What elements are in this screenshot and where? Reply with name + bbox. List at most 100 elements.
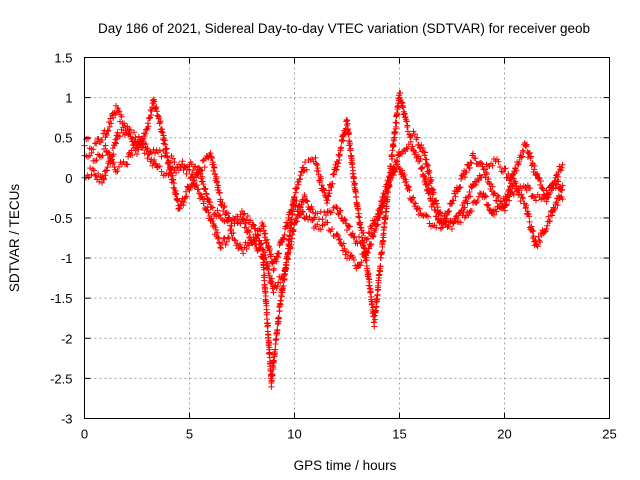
data-point <box>110 114 117 121</box>
data-point <box>88 171 95 178</box>
data-point <box>534 243 541 250</box>
data-point <box>214 229 221 236</box>
data-point <box>269 279 276 286</box>
data-point <box>209 204 216 211</box>
data-point <box>262 230 269 237</box>
data-point <box>168 152 175 159</box>
data-point <box>160 148 167 155</box>
data-point <box>270 366 277 373</box>
data-point <box>257 228 264 235</box>
data-point <box>213 173 220 180</box>
data-point <box>378 249 385 256</box>
data-point <box>230 230 237 237</box>
data-point <box>523 141 530 148</box>
data-point <box>237 241 244 248</box>
data-point <box>98 154 104 161</box>
data-point <box>222 241 229 248</box>
data-point <box>257 241 264 248</box>
data-point <box>265 262 272 269</box>
data-point <box>454 214 461 221</box>
data-point <box>472 155 479 162</box>
data-point <box>157 118 164 125</box>
data-point <box>129 135 136 142</box>
data-point <box>179 158 186 165</box>
data-point <box>335 232 342 239</box>
data-point <box>527 185 534 192</box>
data-point <box>409 143 416 150</box>
data-point <box>417 155 424 162</box>
data-point <box>472 182 479 189</box>
data-point <box>530 233 537 240</box>
data-point <box>363 256 370 263</box>
data-point <box>544 222 551 229</box>
data-point <box>223 238 230 245</box>
data-point <box>247 234 254 241</box>
data-point <box>200 181 207 188</box>
data-point <box>334 205 341 212</box>
data-point <box>121 120 128 127</box>
data-point <box>482 192 489 199</box>
data-point <box>518 191 525 198</box>
chart-title: Day 186 of 2021, Sidereal Day-to-day VTE… <box>98 21 590 36</box>
data-point <box>557 167 564 174</box>
data-point <box>326 227 332 234</box>
data-point <box>340 240 347 247</box>
data-point <box>244 240 251 247</box>
data-point <box>434 204 441 211</box>
data-point <box>190 177 197 184</box>
data-point <box>535 174 542 181</box>
data-point <box>199 173 206 180</box>
data-point <box>380 198 386 205</box>
data-point <box>337 207 344 214</box>
data-point <box>208 203 215 210</box>
data-point <box>333 204 340 211</box>
data-point <box>103 167 110 174</box>
data-point <box>156 113 163 120</box>
data-point <box>167 159 173 166</box>
data-point <box>276 250 283 257</box>
y-tick-label: 1.5 <box>54 51 72 66</box>
data-point <box>216 189 223 196</box>
data-point <box>114 129 121 136</box>
data-point <box>93 140 100 147</box>
data-point <box>99 136 105 143</box>
data-point <box>210 167 217 174</box>
data-point <box>163 149 170 156</box>
data-point <box>123 161 130 168</box>
data-point <box>468 160 475 167</box>
data-point <box>214 235 221 242</box>
data-point <box>268 383 275 390</box>
data-point <box>209 218 216 225</box>
data-point <box>450 219 457 226</box>
data-point <box>554 181 560 188</box>
data-point <box>360 229 367 236</box>
data-point <box>208 216 215 223</box>
data-point <box>246 228 253 235</box>
data-point <box>266 344 273 351</box>
data-point <box>223 209 230 216</box>
data-point <box>165 172 172 179</box>
data-point <box>108 120 115 127</box>
data-point <box>132 138 139 145</box>
data-point <box>116 163 122 170</box>
data-point <box>89 166 96 173</box>
data-point <box>403 118 410 125</box>
data-point <box>450 197 457 204</box>
y-tick-labels: 1.5 1 0.5 0 -0.5 -1 -1.5 -2 -2.5 -3 <box>50 51 72 427</box>
data-point <box>199 178 206 185</box>
data-point <box>345 249 352 256</box>
data-point <box>171 159 178 166</box>
data-point <box>457 219 464 226</box>
data-point <box>530 228 537 235</box>
x-tick-labels: 0 5 10 15 20 25 <box>81 427 617 442</box>
data-point <box>139 136 146 143</box>
data-point <box>428 177 435 184</box>
data-point <box>317 208 324 215</box>
data-point <box>534 171 541 178</box>
data-point <box>144 145 151 152</box>
data-point <box>215 211 222 218</box>
data-point <box>266 245 273 252</box>
data-point <box>502 202 509 209</box>
data-point <box>180 199 187 206</box>
data-point <box>197 170 204 177</box>
